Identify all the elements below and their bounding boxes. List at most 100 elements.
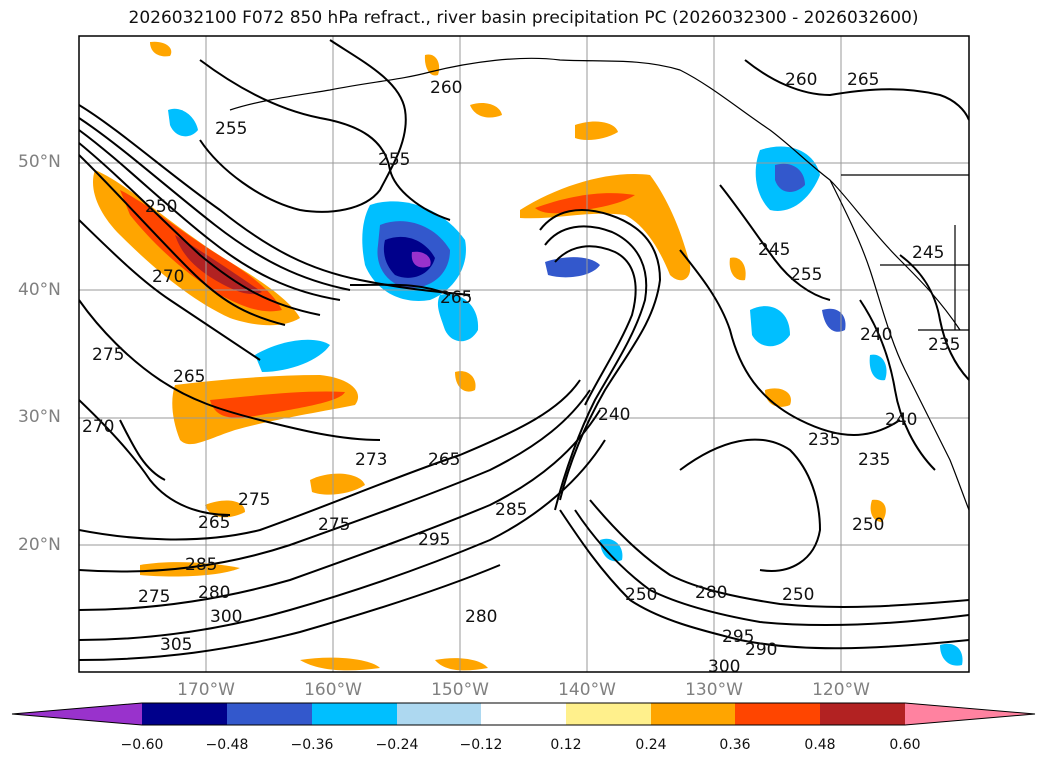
negative-anomaly-patch-8 <box>940 643 963 666</box>
colorbar-tick: −0.60 <box>120 737 164 753</box>
positive-anomaly-patch-12 <box>300 657 380 671</box>
positive-anomaly-patch-3 <box>205 500 245 518</box>
colorbar-extend-low <box>12 703 142 725</box>
contour-line-20 <box>574 509 969 627</box>
negative-anomaly-arc-patch <box>545 257 600 278</box>
colorbar-segment <box>142 703 227 725</box>
positive-anomaly-band-nw-max <box>175 235 262 295</box>
contour-line-21 <box>589 499 969 608</box>
lon-label-120w: 120°W <box>812 680 870 700</box>
contour-label: 255 <box>215 119 247 139</box>
negative-anomaly-patch-9 <box>869 354 887 381</box>
contour-line-13 <box>79 409 601 611</box>
contour-label: 235 <box>808 430 840 450</box>
colorbar-segment <box>481 703 566 725</box>
lat-label-20n: 20°N <box>18 535 61 555</box>
contour-label: 285 <box>495 500 527 520</box>
colorbar-segment <box>227 703 312 725</box>
positive-anomaly-patch-6 <box>765 388 791 407</box>
contour-line-5 <box>79 154 286 326</box>
colorbar-segment <box>651 703 735 725</box>
contour-label: 280 <box>695 583 727 603</box>
contour-label: 265 <box>440 288 472 308</box>
lat-label-50n: 50°N <box>18 152 61 172</box>
map-frame <box>78 35 970 673</box>
negative-anomaly-patch-2 <box>168 108 198 137</box>
colorbar-tick: 0.60 <box>889 737 921 753</box>
colorbar-outline <box>11 702 1036 726</box>
negative-anomaly-patch-5 <box>750 306 790 347</box>
colorbar <box>11 702 1036 726</box>
contour-label: 300 <box>708 657 740 677</box>
positive-anomaly-patch-2 <box>310 473 365 495</box>
contour-label: 275 <box>318 515 350 535</box>
contour-label: 275 <box>138 587 170 607</box>
positive-anomaly-patch-5 <box>575 121 618 140</box>
colorbar-extend-high <box>905 703 1035 725</box>
map-title: 2026032100 F072 850 hPa refract., river … <box>128 8 919 28</box>
colorbar-segment <box>566 703 651 725</box>
contour-label: 280 <box>198 583 230 603</box>
contour-label: 265 <box>198 513 230 533</box>
colorbar-segment <box>312 703 397 725</box>
contour-label: 295 <box>722 627 754 647</box>
contour-label: 235 <box>858 450 890 470</box>
contour-label: 235 <box>928 335 960 355</box>
negative-anomaly-central-max <box>411 251 431 268</box>
contour-label: 255 <box>378 150 410 170</box>
contour-label: 305 <box>160 635 192 655</box>
contour-line-7 <box>199 39 407 213</box>
contour-line-18 <box>554 245 637 406</box>
contour-label: 250 <box>145 197 177 217</box>
contour-line-24 <box>719 184 831 301</box>
colorbar-tick: −0.24 <box>375 737 419 753</box>
colorbar-tick: 0.24 <box>635 737 667 753</box>
west-coast <box>829 179 969 511</box>
contour-line-11 <box>79 379 581 541</box>
colorbar-segment <box>397 703 481 725</box>
negative-anomaly-patch-4 <box>775 163 805 192</box>
contour-line-4 <box>79 142 321 316</box>
contour-line-28 <box>119 419 166 481</box>
contour-line-14 <box>79 439 606 641</box>
contour-label: 240 <box>860 325 892 345</box>
colorbar-tick: 0.36 <box>719 737 751 753</box>
contour-line-8 <box>79 219 261 361</box>
contour-line-16 <box>539 209 662 501</box>
contour-label: 270 <box>152 267 184 287</box>
contour-label: 250 <box>625 585 657 605</box>
contour-label: 273 <box>355 450 387 470</box>
positive-anomaly-patch-7 <box>729 257 746 281</box>
positive-anomaly-patch-8 <box>870 499 886 522</box>
refractivity-contours <box>79 39 969 661</box>
lat-label-30n: 30°N <box>18 407 61 427</box>
contour-label: 265 <box>847 70 879 90</box>
contour-label: 265 <box>428 450 460 470</box>
lon-label-140w: 140°W <box>558 680 616 700</box>
precip-shading <box>92 41 963 671</box>
contour-label: 245 <box>758 240 790 260</box>
contour-label: 245 <box>912 243 944 263</box>
colorbar-tick: −0.12 <box>459 737 503 753</box>
negative-anomaly-patch-1 <box>255 339 330 372</box>
alaska-coast <box>229 57 961 331</box>
lon-label-170w: 170°W <box>177 680 235 700</box>
colorbar-segment <box>735 703 820 725</box>
contour-label: 240 <box>885 410 917 430</box>
contour-line-23 <box>679 438 822 572</box>
lat-label-40n: 40°N <box>18 280 61 300</box>
lon-label-130w: 130°W <box>685 680 743 700</box>
negative-anomaly-central-core <box>383 236 435 278</box>
colorbar-segment <box>820 703 905 725</box>
contour-line-12 <box>79 389 591 573</box>
contour-label: 240 <box>598 405 630 425</box>
contour-line-10 <box>79 399 231 516</box>
contour-line-17 <box>544 225 648 511</box>
positive-anomaly-patch-13 <box>435 658 488 671</box>
map-plot-area: 260 265 255 260 255 250 270 265 275 265 … <box>79 36 969 677</box>
contour-line-15 <box>79 564 501 661</box>
contour-line-1 <box>79 104 471 296</box>
contour-label: 280 <box>465 607 497 627</box>
contour-label-group: 260 265 255 260 255 250 270 265 275 265 … <box>82 70 960 677</box>
contour-label: 300 <box>210 607 242 627</box>
